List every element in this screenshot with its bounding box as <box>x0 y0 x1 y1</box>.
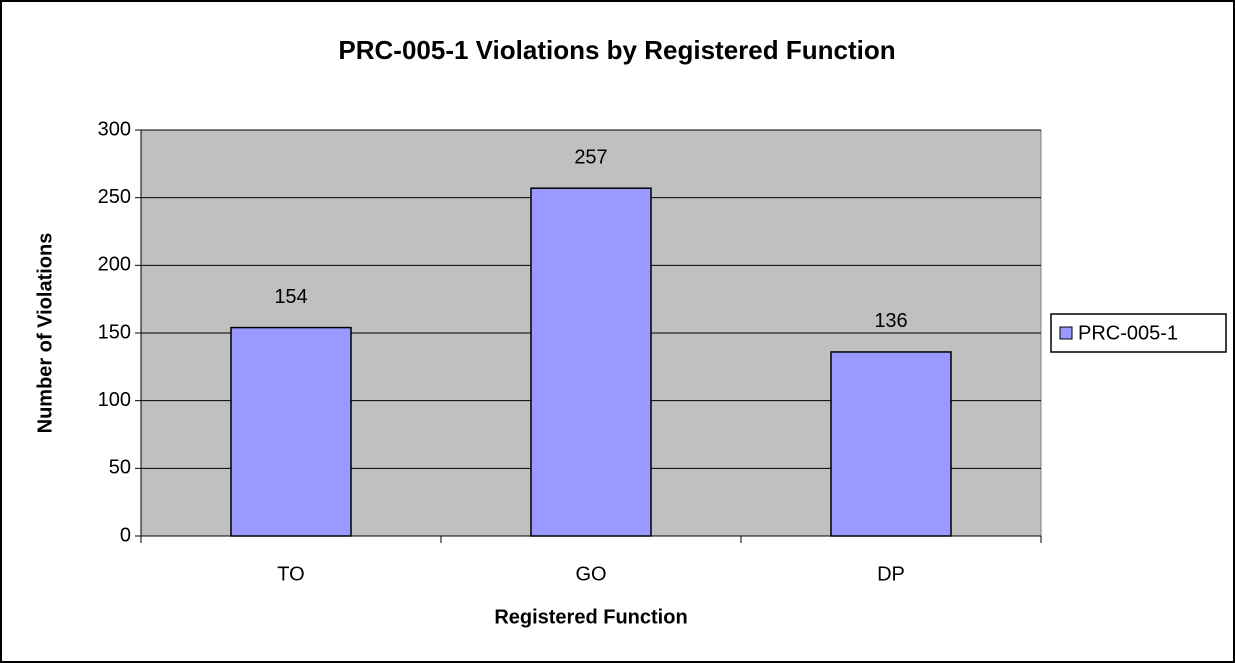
y-tick-label: 250 <box>98 186 131 208</box>
data-label: 154 <box>274 286 307 308</box>
y-tick-label: 200 <box>98 254 131 276</box>
chart-title: PRC-005-1 Violations by Registered Funct… <box>338 35 895 65</box>
bar <box>530 187 652 537</box>
data-label: 257 <box>574 146 607 168</box>
x-tick-label: DP <box>877 563 905 585</box>
data-label: 136 <box>874 310 907 332</box>
y-tick-label: 150 <box>98 321 131 343</box>
x-tick-label: TO <box>277 563 304 585</box>
y-tick-label: 50 <box>109 457 131 479</box>
legend-label: PRC-005-1 <box>1078 322 1178 344</box>
y-axis-label: Number of Violations <box>34 233 56 434</box>
legend-box <box>1050 313 1227 353</box>
x-axis-label: Registered Function <box>494 606 687 628</box>
legend-swatch <box>1059 326 1073 340</box>
y-tick-label: 100 <box>98 389 131 411</box>
bar <box>230 326 352 537</box>
y-tick-label: 300 <box>98 118 131 140</box>
y-tick-label: 0 <box>120 524 131 546</box>
bar <box>830 351 952 537</box>
x-tick-label: GO <box>575 563 606 585</box>
